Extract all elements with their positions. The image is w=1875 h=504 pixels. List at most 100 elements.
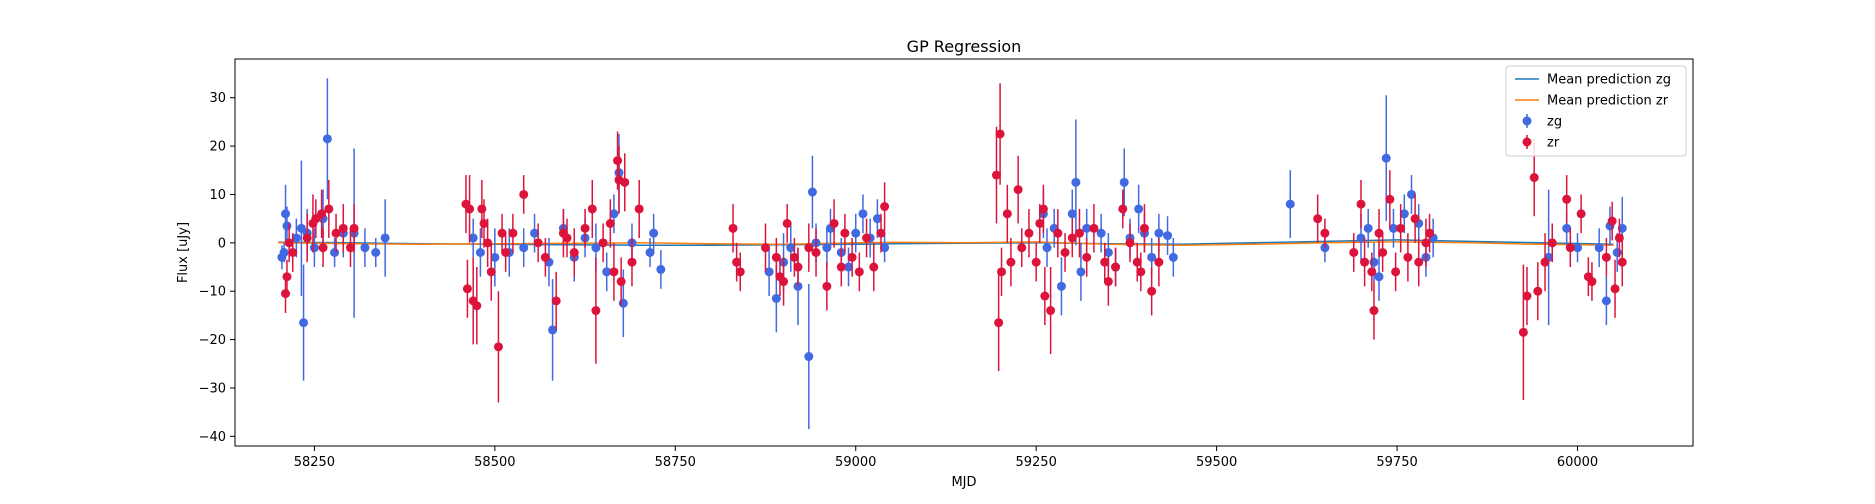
data-point [1134,204,1144,214]
data-point [587,204,597,214]
data-point [786,243,796,253]
data-point [1407,189,1417,199]
data-point [349,223,359,233]
data-point [1100,257,1110,267]
x-tick-label: 59500 [1196,455,1237,470]
data-point [591,243,601,253]
data-point [1136,267,1146,277]
data-point [475,248,485,257]
data-point [1002,209,1012,219]
data-point [318,243,328,253]
y-axis: −40 −30 −20 −10 0 10 20 30 [199,91,235,445]
legend-item-zg: zg [1522,114,1562,130]
data-point [1096,228,1106,238]
data-point [468,233,478,243]
data-point [497,228,507,238]
data-point [1399,209,1409,219]
plot-area [234,58,1694,447]
data-point [282,221,292,231]
x-tick-label: 58750 [655,455,696,470]
data-point [1529,173,1539,183]
legend-marker-swatch [1522,137,1532,147]
data-point [616,277,626,287]
data-point [1601,296,1611,306]
y-tick-label: −20 [199,333,226,348]
data-point [519,189,529,199]
data-point [477,204,487,214]
data-point [1601,252,1611,262]
plot-background [235,59,1693,446]
data-point [1403,252,1413,262]
data-point [1388,223,1398,233]
data-point [1576,209,1586,219]
legend-item-mean-prediction-zr: Mean prediction zr [1515,94,1669,109]
data-point [1040,291,1050,301]
data-point [1103,248,1113,257]
data-point [569,248,579,257]
data-point [847,252,857,262]
y-tick-label: 10 [209,188,226,203]
data-point [1374,272,1384,282]
data-point [551,296,561,306]
data-point [771,252,781,262]
data-point [880,243,890,253]
legend-label: Mean prediction zr [1547,94,1669,109]
data-point [789,252,799,262]
data-point [540,252,550,262]
data-point [1313,214,1323,224]
data-point [490,252,500,262]
data-point [1565,243,1575,253]
data-point [472,301,482,311]
data-point [609,209,619,219]
data-point [844,262,854,272]
data-point [627,257,637,267]
data-point [1385,194,1395,204]
data-point [1067,209,1077,219]
data-point [1168,252,1178,262]
data-point [548,325,558,335]
data-point [1381,153,1391,163]
data-point [634,204,644,214]
data-point [281,289,291,299]
data-point [1518,327,1528,337]
data-point [1111,262,1121,272]
data-point [360,243,370,253]
x-tick-label: 58500 [474,455,515,470]
data-point [1369,306,1379,316]
data-point [288,248,298,257]
data-point [501,248,511,257]
data-point [732,257,742,267]
data-point [462,284,472,294]
y-tick-label: 30 [209,91,226,106]
data-point [649,228,659,238]
data-point [1139,223,1149,233]
data-point [869,262,879,272]
data-point [1414,257,1424,267]
data-point [991,170,1001,180]
mean-prediction-line-zr [278,241,1614,246]
data-point [1614,233,1624,243]
data-point [1119,177,1129,187]
x-axis-label: MJD [951,475,976,490]
data-point [371,248,381,257]
data-point [309,243,319,253]
data-point [1163,231,1173,241]
data-point [284,238,294,248]
data-point [804,352,814,362]
data-point [598,238,608,248]
data-point [519,243,529,253]
data-point [1067,233,1077,243]
data-point [1391,267,1401,277]
chart-title: GP Regression [907,37,1022,56]
data-point [1320,228,1330,238]
data-point [1074,228,1084,238]
data-point [1356,199,1366,209]
data-point [872,214,882,224]
data-point [880,202,890,212]
data-point [1360,257,1370,267]
data-point [1421,238,1431,248]
data-point [1125,238,1135,248]
data-point [1378,248,1388,257]
data-point [1607,216,1617,226]
